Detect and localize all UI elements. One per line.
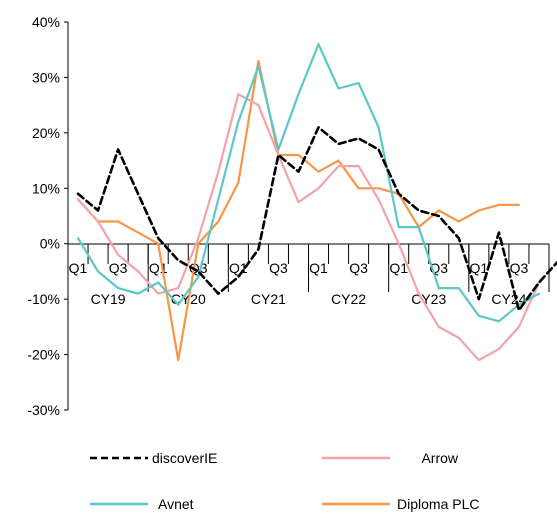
x-year-label: CY22 [331, 291, 366, 307]
y-tick-label: 20% [32, 125, 60, 141]
series-lines [76, 43, 557, 362]
y-tick-label: 0% [40, 236, 60, 252]
x-quarter-label: Q3 [269, 260, 288, 276]
legend-label-diploma-plc: Diploma PLC [397, 496, 479, 512]
series-line-avnet [76, 43, 541, 323]
y-tick-label: 40% [32, 14, 60, 30]
x-year-label: CY21 [251, 291, 286, 307]
y-tick-label: -30% [27, 402, 60, 418]
series-line-arrow [76, 92, 541, 362]
series-line-diploma-plc [76, 59, 521, 362]
x-quarter-label: Q3 [349, 260, 368, 276]
legend: discoverIE Arrow Avnet Diploma PLC [90, 450, 479, 512]
y-tick-label: 10% [32, 180, 60, 196]
y-tick-label: 30% [32, 69, 60, 85]
x-quarter-label: Q1 [149, 260, 168, 276]
series-line-discoverie [76, 126, 557, 312]
legend-label-avnet: Avnet [158, 496, 194, 512]
x-year-label: CY19 [91, 291, 126, 307]
x-quarter-label: Q3 [109, 260, 128, 276]
y-tick-label: -10% [27, 291, 60, 307]
legend-label-discoverie: discoverIE [152, 450, 217, 466]
x-year-label: CY23 [411, 291, 446, 307]
legend-label-arrow: Arrow [421, 450, 458, 466]
x-quarter-label: Q1 [309, 260, 328, 276]
y-axis: 40% 30% 20% 10% 0% -10% -20% -30% [27, 14, 69, 418]
x-quarter-label: Q3 [510, 260, 529, 276]
x-quarter-label: Q1 [69, 260, 88, 276]
x-quarter-label: Q1 [389, 260, 408, 276]
x-quarter-label: Q1 [470, 260, 489, 276]
y-tick-label: -20% [27, 347, 60, 363]
